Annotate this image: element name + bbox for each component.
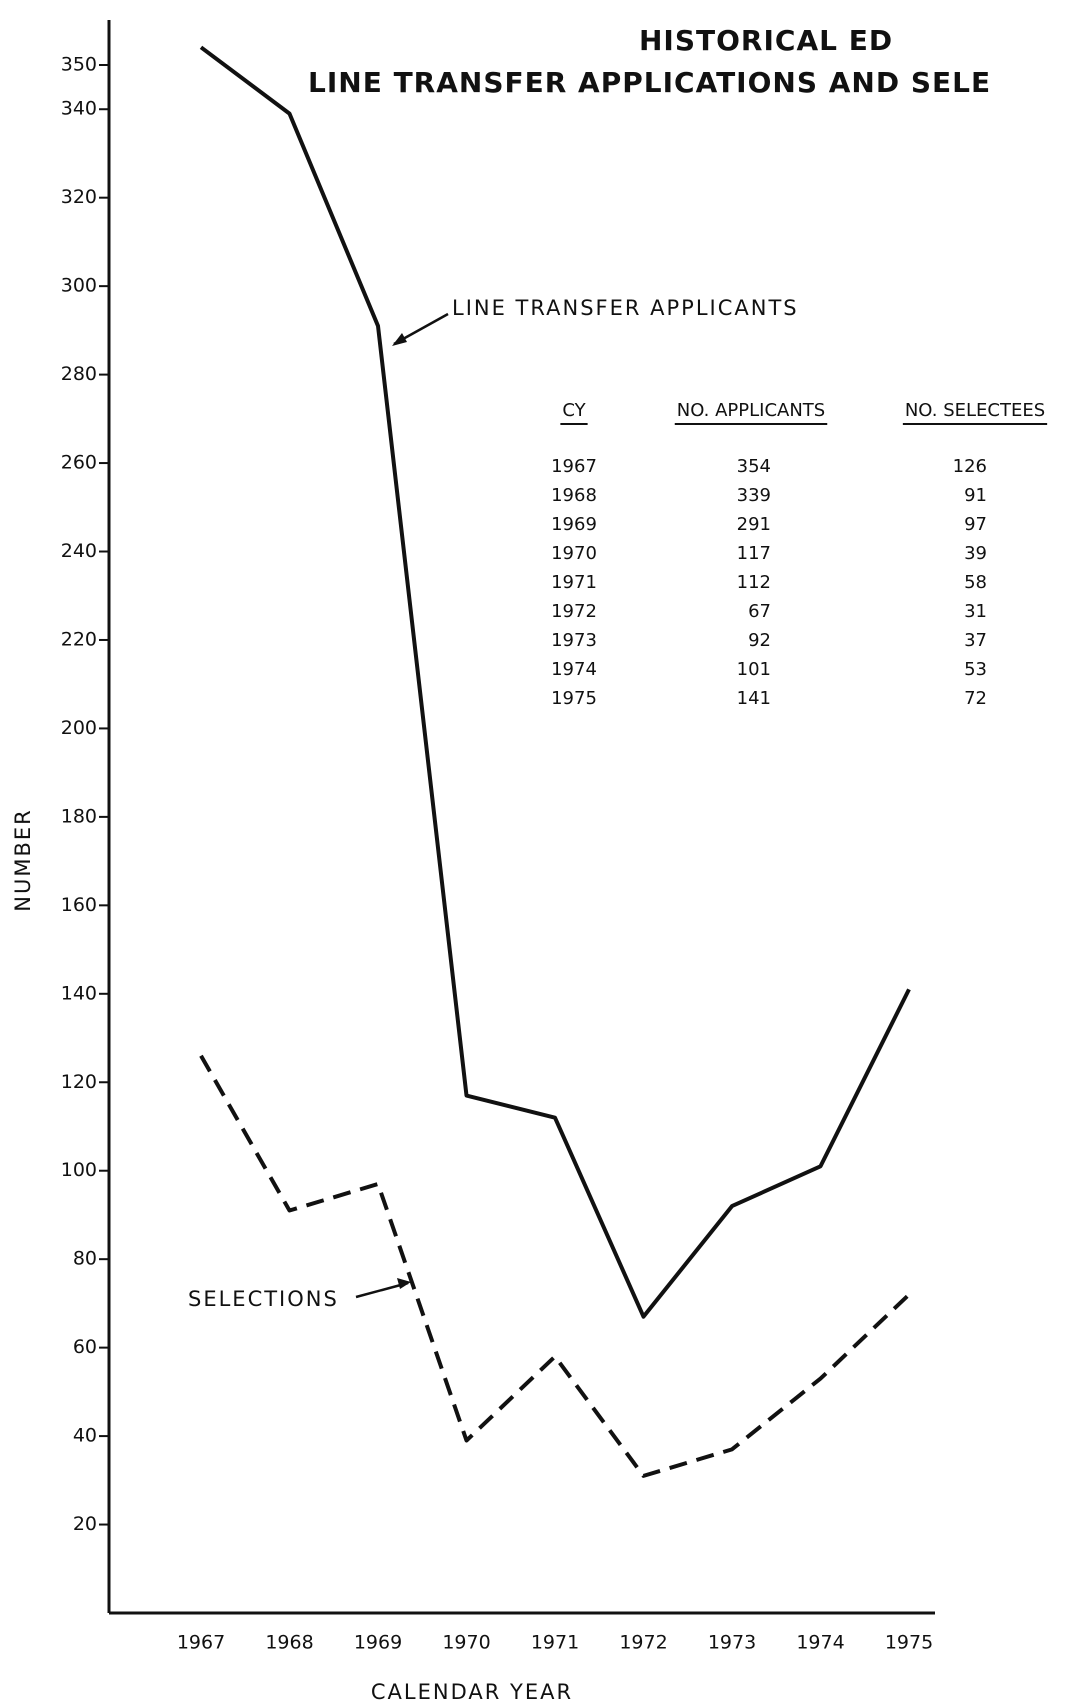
y-tick-label: 340: [61, 98, 97, 120]
table-cell: 1974: [551, 659, 597, 680]
series-label: SELECTIONS: [188, 1287, 339, 1311]
y-tick-label: 40: [73, 1425, 97, 1447]
y-tick-label: 220: [61, 628, 97, 650]
table-header: NO. APPLICANTS: [677, 400, 825, 421]
table-cell: 67: [748, 601, 771, 622]
y-tick-label: 80: [73, 1248, 97, 1270]
table-cell: 101: [737, 659, 771, 680]
table-cell: 1970: [551, 543, 597, 564]
y-tick-label: 20: [73, 1513, 97, 1535]
x-tick-label: 1971: [531, 1632, 579, 1654]
table-cell: 339: [737, 485, 771, 506]
chart-title: LINE TRANSFER APPLICATIONS AND SELE: [308, 66, 991, 99]
table-cell: 354: [737, 456, 771, 477]
data-line: [199, 1054, 911, 1478]
series-label: LINE TRANSFER APPLICANTS: [452, 296, 799, 320]
table-cell: 117: [737, 543, 771, 564]
arrow-head: [397, 1278, 411, 1289]
y-tick-label: 240: [61, 540, 97, 562]
table-cell: 1971: [551, 572, 597, 593]
y-tick-label: 60: [73, 1336, 97, 1358]
x-tick-label: 1969: [354, 1632, 402, 1654]
table-header: CY: [562, 400, 586, 421]
table-cell: 72: [964, 688, 987, 709]
y-tick-label: 140: [61, 982, 97, 1004]
y-tick-label: 180: [61, 805, 97, 827]
x-tick-label: 1973: [708, 1632, 756, 1654]
y-tick-label: 120: [61, 1071, 97, 1093]
table-cell: 291: [737, 514, 771, 535]
data-line: [199, 45, 911, 1319]
table-cell: 92: [748, 630, 771, 651]
table-cell: 141: [737, 688, 771, 709]
chart-title: HISTORICAL ED: [639, 24, 893, 57]
table-cell: 1973: [551, 630, 597, 651]
table-cell: 91: [964, 485, 987, 506]
x-tick-label: 1968: [265, 1632, 313, 1654]
y-axis-label: NUMBER: [11, 808, 35, 911]
table-cell: 126: [953, 456, 987, 477]
x-axis-label: CALENDAR YEAR: [371, 1680, 573, 1704]
arrow-head: [392, 333, 407, 346]
y-tick-label: 260: [61, 452, 97, 474]
y-tick-label: 200: [61, 717, 97, 739]
table-cell: 1975: [551, 688, 597, 709]
table-cell: 39: [964, 543, 987, 564]
table-cell: 58: [964, 572, 987, 593]
table-cell: 1969: [551, 514, 597, 535]
y-tick-label: 350: [61, 54, 97, 76]
y-tick-label: 100: [61, 1159, 97, 1181]
x-tick-label: 1974: [796, 1632, 844, 1654]
y-tick-label: 280: [61, 363, 97, 385]
table-cell: 37: [964, 630, 987, 651]
y-tick-label: 320: [61, 186, 97, 208]
table-cell: 53: [964, 659, 987, 680]
table-cell: 1968: [551, 485, 597, 506]
x-tick-label: 1975: [885, 1632, 933, 1654]
table-cell: 112: [737, 572, 771, 593]
table-header: NO. SELECTEES: [905, 400, 1045, 421]
table-cell: 1967: [551, 456, 597, 477]
table-cell: 1972: [551, 601, 597, 622]
table-cell: 97: [964, 514, 987, 535]
y-tick-label: 160: [61, 894, 97, 916]
x-tick-label: 1970: [442, 1632, 490, 1654]
y-tick-label: 300: [61, 275, 97, 297]
x-tick-label: 1972: [619, 1632, 667, 1654]
x-tick-label: 1967: [177, 1632, 225, 1654]
table-cell: 31: [964, 601, 987, 622]
